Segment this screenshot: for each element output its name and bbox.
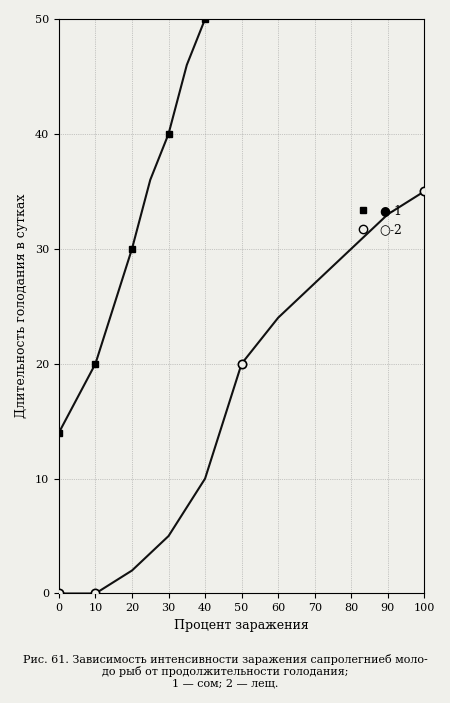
Text: Рис. 61. Зависимость интенсивности заражения сапролегниеб моло-
до рыб от продол: Рис. 61. Зависимость интенсивности зараж…	[22, 654, 427, 689]
Legend: ●-1, ○-2: ●-1, ○-2	[345, 199, 407, 241]
Y-axis label: Длительность голодания в сутках: Длительность голодания в сутках	[15, 194, 28, 418]
X-axis label: Процент заражения: Процент заражения	[174, 619, 309, 632]
